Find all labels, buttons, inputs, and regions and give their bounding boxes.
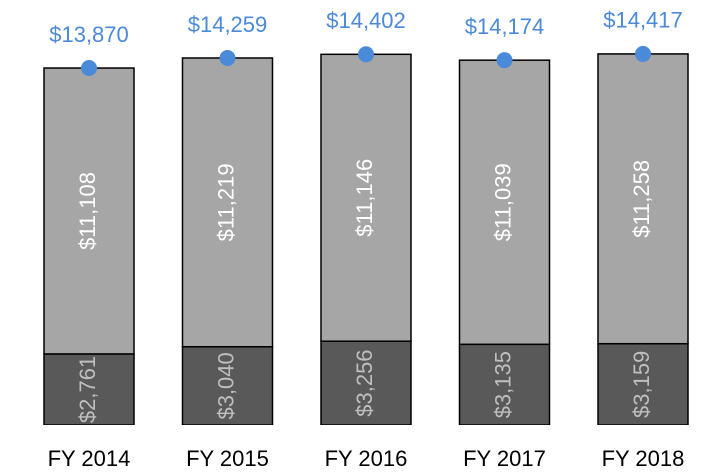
x-tick-label: FY 2018 <box>602 446 685 471</box>
bar-segment <box>458 59 551 346</box>
total-marker <box>81 60 97 76</box>
total-label: $14,402 <box>326 8 406 33</box>
bar-segment <box>320 53 412 342</box>
bar-segment <box>458 343 551 425</box>
total-marker <box>219 49 236 66</box>
x-tick-label: FY 2017 <box>463 446 546 471</box>
bar-segment <box>597 342 689 425</box>
plot-area: $2,761 $11,108 $3,040 $11,219 $3,256 $11,146 $… <box>43 53 689 425</box>
bar-segment <box>43 67 135 355</box>
value-label: $11,146 <box>352 159 377 237</box>
value-label: $11,039 <box>490 163 515 241</box>
bar-segment <box>597 53 689 345</box>
value-label: $11,108 <box>75 172 100 250</box>
total-label: $14,259 <box>188 12 268 37</box>
value-label: $3,159 <box>629 351 654 418</box>
total-label: $13,870 <box>49 22 129 47</box>
x-tick-label: FY 2014 <box>48 446 131 471</box>
total-marker <box>635 45 651 62</box>
x-tick-label: FY 2015 <box>186 446 269 471</box>
value-label: $3,040 <box>213 352 238 419</box>
total-label: $14,174 <box>465 14 545 39</box>
value-label: $3,135 <box>490 351 515 418</box>
total-marker <box>496 52 513 69</box>
value-label: $11,258 <box>629 160 654 238</box>
value-label: $2,761 <box>75 356 100 423</box>
total-label: $14,417 <box>603 8 683 33</box>
bar-segment <box>43 353 135 425</box>
x-tick-label: FY 2016 <box>325 446 408 471</box>
value-label: $11,219 <box>213 163 238 241</box>
total-marker <box>358 46 374 63</box>
value-label: $3,256 <box>352 349 377 416</box>
bar-segment <box>181 57 274 348</box>
bar-segment <box>320 340 412 425</box>
